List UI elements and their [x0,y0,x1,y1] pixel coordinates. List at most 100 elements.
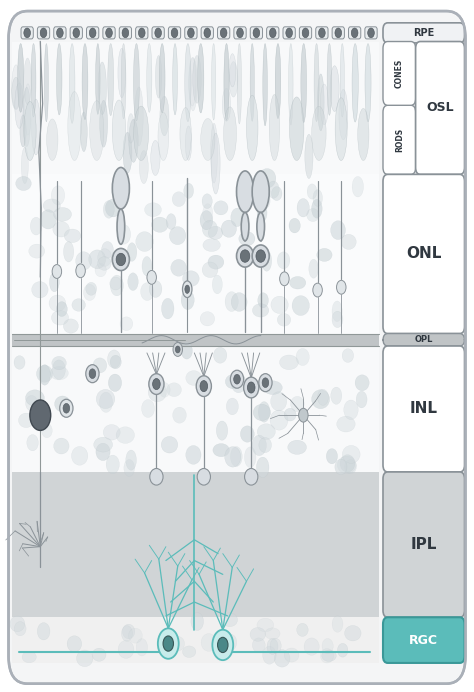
Ellipse shape [292,295,310,316]
Ellipse shape [171,260,186,276]
Ellipse shape [307,208,319,221]
Ellipse shape [24,102,36,161]
Ellipse shape [18,44,24,112]
Ellipse shape [358,109,369,161]
Ellipse shape [52,356,66,370]
Ellipse shape [116,427,135,444]
Ellipse shape [89,28,96,38]
Ellipse shape [201,118,215,161]
Ellipse shape [213,444,229,457]
Ellipse shape [231,293,247,311]
Ellipse shape [191,612,203,630]
Ellipse shape [225,292,238,311]
Ellipse shape [252,171,269,212]
Ellipse shape [134,106,149,161]
Ellipse shape [263,44,267,126]
Ellipse shape [237,245,254,267]
Ellipse shape [169,226,186,245]
Ellipse shape [284,648,299,662]
Ellipse shape [14,621,26,636]
Ellipse shape [309,260,319,278]
Ellipse shape [127,243,137,262]
Ellipse shape [322,650,336,662]
Ellipse shape [356,391,367,408]
Bar [12,472,379,617]
Ellipse shape [42,424,52,438]
Ellipse shape [161,437,178,453]
Ellipse shape [272,187,282,201]
Ellipse shape [108,44,114,116]
Ellipse shape [53,360,65,379]
Ellipse shape [92,648,106,662]
Ellipse shape [52,311,69,325]
Ellipse shape [289,44,293,125]
Ellipse shape [64,319,78,333]
Ellipse shape [24,58,31,104]
Ellipse shape [118,48,126,98]
Ellipse shape [142,257,152,276]
Ellipse shape [128,113,134,143]
Ellipse shape [29,244,45,258]
Ellipse shape [45,44,48,122]
Ellipse shape [167,383,182,397]
Ellipse shape [23,87,31,147]
Ellipse shape [181,343,192,359]
Ellipse shape [24,28,30,38]
Text: RODS: RODS [395,128,404,152]
Ellipse shape [307,184,317,199]
Ellipse shape [342,446,360,463]
FancyBboxPatch shape [383,346,465,472]
Ellipse shape [225,635,237,650]
Ellipse shape [208,226,223,239]
Ellipse shape [40,28,47,38]
Ellipse shape [368,28,374,38]
Ellipse shape [63,403,70,413]
Ellipse shape [296,348,310,365]
Ellipse shape [94,437,113,452]
Ellipse shape [56,302,67,316]
Ellipse shape [270,410,288,430]
Ellipse shape [56,28,63,38]
FancyBboxPatch shape [201,27,213,39]
Bar [12,174,379,334]
Ellipse shape [182,281,192,298]
Ellipse shape [239,232,255,246]
Ellipse shape [180,107,191,161]
FancyBboxPatch shape [383,174,465,334]
Ellipse shape [259,374,272,392]
Ellipse shape [247,382,255,393]
Ellipse shape [297,199,310,217]
Ellipse shape [253,404,271,421]
Ellipse shape [244,377,259,398]
Ellipse shape [20,115,26,147]
FancyBboxPatch shape [168,27,181,39]
Ellipse shape [112,248,129,271]
Ellipse shape [160,96,169,136]
Ellipse shape [311,199,322,218]
Ellipse shape [49,295,66,311]
Ellipse shape [69,44,75,123]
Ellipse shape [158,113,169,161]
Ellipse shape [122,624,135,639]
FancyBboxPatch shape [250,27,263,39]
Ellipse shape [220,28,227,38]
Ellipse shape [26,395,37,411]
Ellipse shape [237,44,242,124]
Ellipse shape [122,28,129,38]
Ellipse shape [211,44,216,120]
Ellipse shape [124,459,135,477]
Ellipse shape [82,44,88,120]
Ellipse shape [110,355,121,369]
FancyBboxPatch shape [348,27,361,39]
Ellipse shape [120,317,133,331]
Ellipse shape [64,229,81,243]
Ellipse shape [77,650,93,666]
Ellipse shape [198,44,204,113]
Ellipse shape [320,648,334,663]
FancyBboxPatch shape [21,27,33,39]
Ellipse shape [30,217,42,235]
Bar [12,42,379,174]
Ellipse shape [313,190,322,206]
Ellipse shape [123,132,132,173]
Ellipse shape [231,373,246,393]
